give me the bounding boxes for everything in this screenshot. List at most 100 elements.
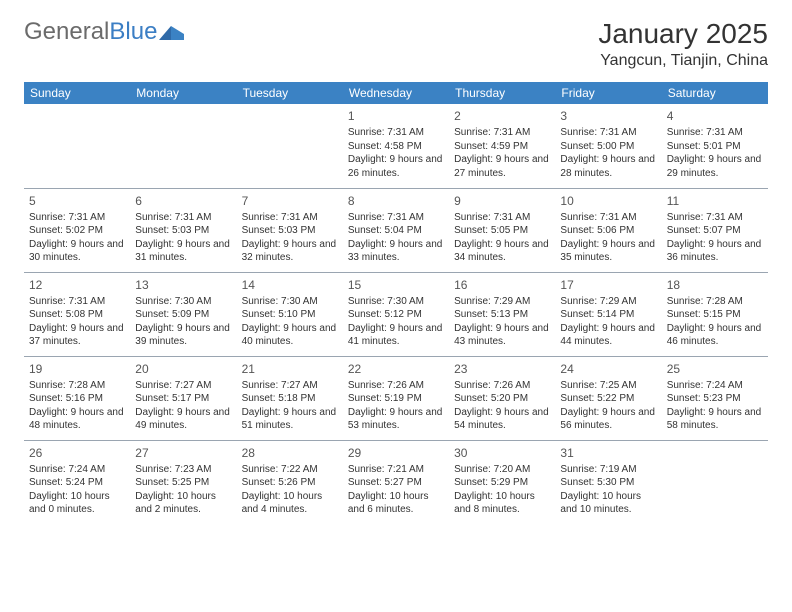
day-number: 6 [135,193,231,209]
sunset-text: Sunset: 5:23 PM [667,392,763,406]
sunset-text: Sunset: 5:15 PM [667,308,763,322]
calendar-day-cell: 29Sunrise: 7:21 AMSunset: 5:27 PMDayligh… [343,440,449,524]
calendar-day-cell: 21Sunrise: 7:27 AMSunset: 5:18 PMDayligh… [237,356,343,440]
calendar-day-cell: 2Sunrise: 7:31 AMSunset: 4:59 PMDaylight… [449,104,555,188]
sunset-text: Sunset: 5:08 PM [29,308,125,322]
sunrise-text: Sunrise: 7:31 AM [135,211,231,225]
calendar-day-cell: 23Sunrise: 7:26 AMSunset: 5:20 PMDayligh… [449,356,555,440]
daylight-text: Daylight: 9 hours and 34 minutes. [454,238,550,265]
month-title: January 2025 [598,18,768,50]
day-number: 1 [348,108,444,124]
daylight-text: Daylight: 9 hours and 53 minutes. [348,406,444,433]
calendar-empty-cell [130,104,236,188]
daylight-text: Daylight: 9 hours and 26 minutes. [348,153,444,180]
sunset-text: Sunset: 5:06 PM [560,224,656,238]
sunrise-text: Sunrise: 7:28 AM [667,295,763,309]
day-number: 5 [29,193,125,209]
daylight-text: Daylight: 9 hours and 54 minutes. [454,406,550,433]
sunset-text: Sunset: 4:58 PM [348,140,444,154]
sunset-text: Sunset: 5:19 PM [348,392,444,406]
sunrise-text: Sunrise: 7:31 AM [667,211,763,225]
sunrise-text: Sunrise: 7:30 AM [348,295,444,309]
sunset-text: Sunset: 5:24 PM [29,476,125,490]
calendar-empty-cell [24,104,130,188]
sunrise-text: Sunrise: 7:31 AM [454,211,550,225]
calendar-week-row: 19Sunrise: 7:28 AMSunset: 5:16 PMDayligh… [24,356,768,440]
sunset-text: Sunset: 5:10 PM [242,308,338,322]
sunset-text: Sunset: 5:14 PM [560,308,656,322]
daylight-text: Daylight: 9 hours and 49 minutes. [135,406,231,433]
sunrise-text: Sunrise: 7:31 AM [560,126,656,140]
calendar-day-cell: 18Sunrise: 7:28 AMSunset: 5:15 PMDayligh… [662,272,768,356]
calendar-day-cell: 7Sunrise: 7:31 AMSunset: 5:03 PMDaylight… [237,188,343,272]
calendar-day-cell: 20Sunrise: 7:27 AMSunset: 5:17 PMDayligh… [130,356,236,440]
daylight-text: Daylight: 10 hours and 8 minutes. [454,490,550,517]
day-number: 15 [348,277,444,293]
sunset-text: Sunset: 5:18 PM [242,392,338,406]
calendar-day-cell: 25Sunrise: 7:24 AMSunset: 5:23 PMDayligh… [662,356,768,440]
sunrise-text: Sunrise: 7:31 AM [29,295,125,309]
sunset-text: Sunset: 4:59 PM [454,140,550,154]
calendar-day-cell: 8Sunrise: 7:31 AMSunset: 5:04 PMDaylight… [343,188,449,272]
daylight-text: Daylight: 9 hours and 37 minutes. [29,322,125,349]
daylight-text: Daylight: 9 hours and 56 minutes. [560,406,656,433]
day-header: Monday [130,82,236,104]
daylight-text: Daylight: 9 hours and 29 minutes. [667,153,763,180]
logo: GeneralBlue [24,18,185,46]
sunset-text: Sunset: 5:16 PM [29,392,125,406]
daylight-text: Daylight: 9 hours and 28 minutes. [560,153,656,180]
daylight-text: Daylight: 9 hours and 27 minutes. [454,153,550,180]
calendar-day-cell: 1 Sunrise: 7:31 AMSunset: 4:58 PMDaylight… [343,104,449,188]
daylight-text: Daylight: 9 hours and 35 minutes. [560,238,656,265]
sunrise-text: Sunrise: 7:31 AM [242,211,338,225]
calendar-day-cell: 11Sunrise: 7:31 AMSunset: 5:07 PMDayligh… [662,188,768,272]
sunset-text: Sunset: 5:05 PM [454,224,550,238]
day-number: 25 [667,361,763,377]
day-number: 8 [348,193,444,209]
calendar-day-cell: 22Sunrise: 7:26 AMSunset: 5:19 PMDayligh… [343,356,449,440]
calendar-day-cell: 31Sunrise: 7:19 AMSunset: 5:30 PMDayligh… [555,440,661,524]
logo-word-1: General [24,18,109,45]
calendar-week-row: 1Sunrise: 7:31 AMSunset: 4:58 PMDaylight… [24,104,768,188]
day-number: 27 [135,445,231,461]
day-number: 20 [135,361,231,377]
daylight-text: Daylight: 9 hours and 46 minutes. [667,322,763,349]
daylight-text: Daylight: 9 hours and 43 minutes. [454,322,550,349]
sunset-text: Sunset: 5:03 PM [242,224,338,238]
sunset-text: Sunset: 5:27 PM [348,476,444,490]
calendar-page: GeneralBlue January 2025 Yangcun, Tianji… [0,0,792,542]
daylight-text: Daylight: 9 hours and 41 minutes. [348,322,444,349]
calendar-empty-cell [662,440,768,524]
sunrise-text: Sunrise: 7:19 AM [560,463,656,477]
day-number: 21 [242,361,338,377]
sunrise-text: Sunrise: 7:30 AM [135,295,231,309]
calendar-day-cell: 27Sunrise: 7:23 AMSunset: 5:25 PMDayligh… [130,440,236,524]
daylight-text: Daylight: 10 hours and 4 minutes. [242,490,338,517]
daylight-text: Daylight: 10 hours and 10 minutes. [560,490,656,517]
day-number: 19 [29,361,125,377]
sunrise-text: Sunrise: 7:29 AM [454,295,550,309]
logo-word-2: Blue [109,18,157,45]
calendar-header-row: Sunday Monday Tuesday Wednesday Thursday… [24,82,768,104]
calendar-day-cell: 17Sunrise: 7:29 AMSunset: 5:14 PMDayligh… [555,272,661,356]
day-number: 3 [560,108,656,124]
calendar-day-cell: 28Sunrise: 7:22 AMSunset: 5:26 PMDayligh… [237,440,343,524]
sunrise-text: Sunrise: 7:24 AM [667,379,763,393]
sunrise-text: Sunrise: 7:25 AM [560,379,656,393]
daylight-text: Daylight: 9 hours and 36 minutes. [667,238,763,265]
sunrise-text: Sunrise: 7:24 AM [29,463,125,477]
sunrise-text: Sunrise: 7:29 AM [560,295,656,309]
logo-mark-icon [159,22,185,42]
sunrise-text: Sunrise: 7:31 AM [348,126,444,140]
day-number: 23 [454,361,550,377]
daylight-text: Daylight: 9 hours and 48 minutes. [29,406,125,433]
sunset-text: Sunset: 5:07 PM [667,224,763,238]
sunrise-text: Sunrise: 7:27 AM [242,379,338,393]
sunset-text: Sunset: 5:04 PM [348,224,444,238]
title-block: January 2025 Yangcun, Tianjin, China [598,18,768,70]
daylight-text: Daylight: 9 hours and 44 minutes. [560,322,656,349]
day-number: 24 [560,361,656,377]
sunrise-text: Sunrise: 7:27 AM [135,379,231,393]
sunrise-text: Sunrise: 7:21 AM [348,463,444,477]
day-number: 12 [29,277,125,293]
